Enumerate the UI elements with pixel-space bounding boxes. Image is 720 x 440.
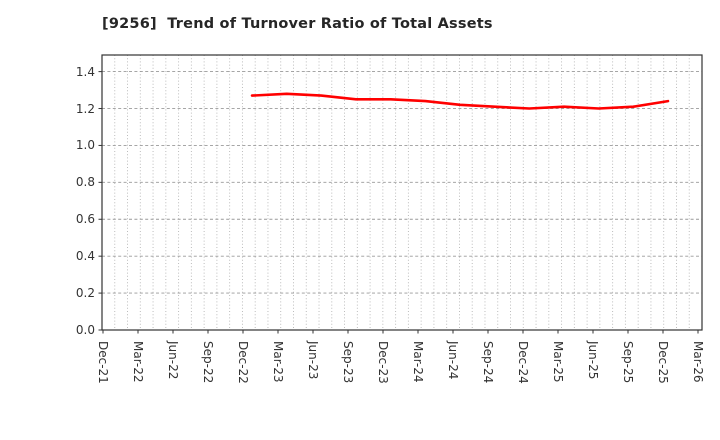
y-tick-label: 0.6 [75, 212, 95, 227]
y-tick-label: 0.0 [75, 323, 95, 337]
y-tick-label: 0.8 [75, 175, 95, 190]
y-tick-label: 1.0 [75, 138, 95, 153]
y-tick-label: 0.2 [75, 286, 95, 301]
y-tick-label: 1.4 [75, 64, 95, 79]
y-tick-label: 1.2 [75, 101, 95, 116]
chart-title: [9256] Trend of Turnover Ratio of Total … [102, 16, 493, 32]
data-line-turnover-ratio [250, 92, 670, 110]
plot-frame [101, 54, 703, 331]
y-tick-label: 0.4 [75, 249, 95, 264]
